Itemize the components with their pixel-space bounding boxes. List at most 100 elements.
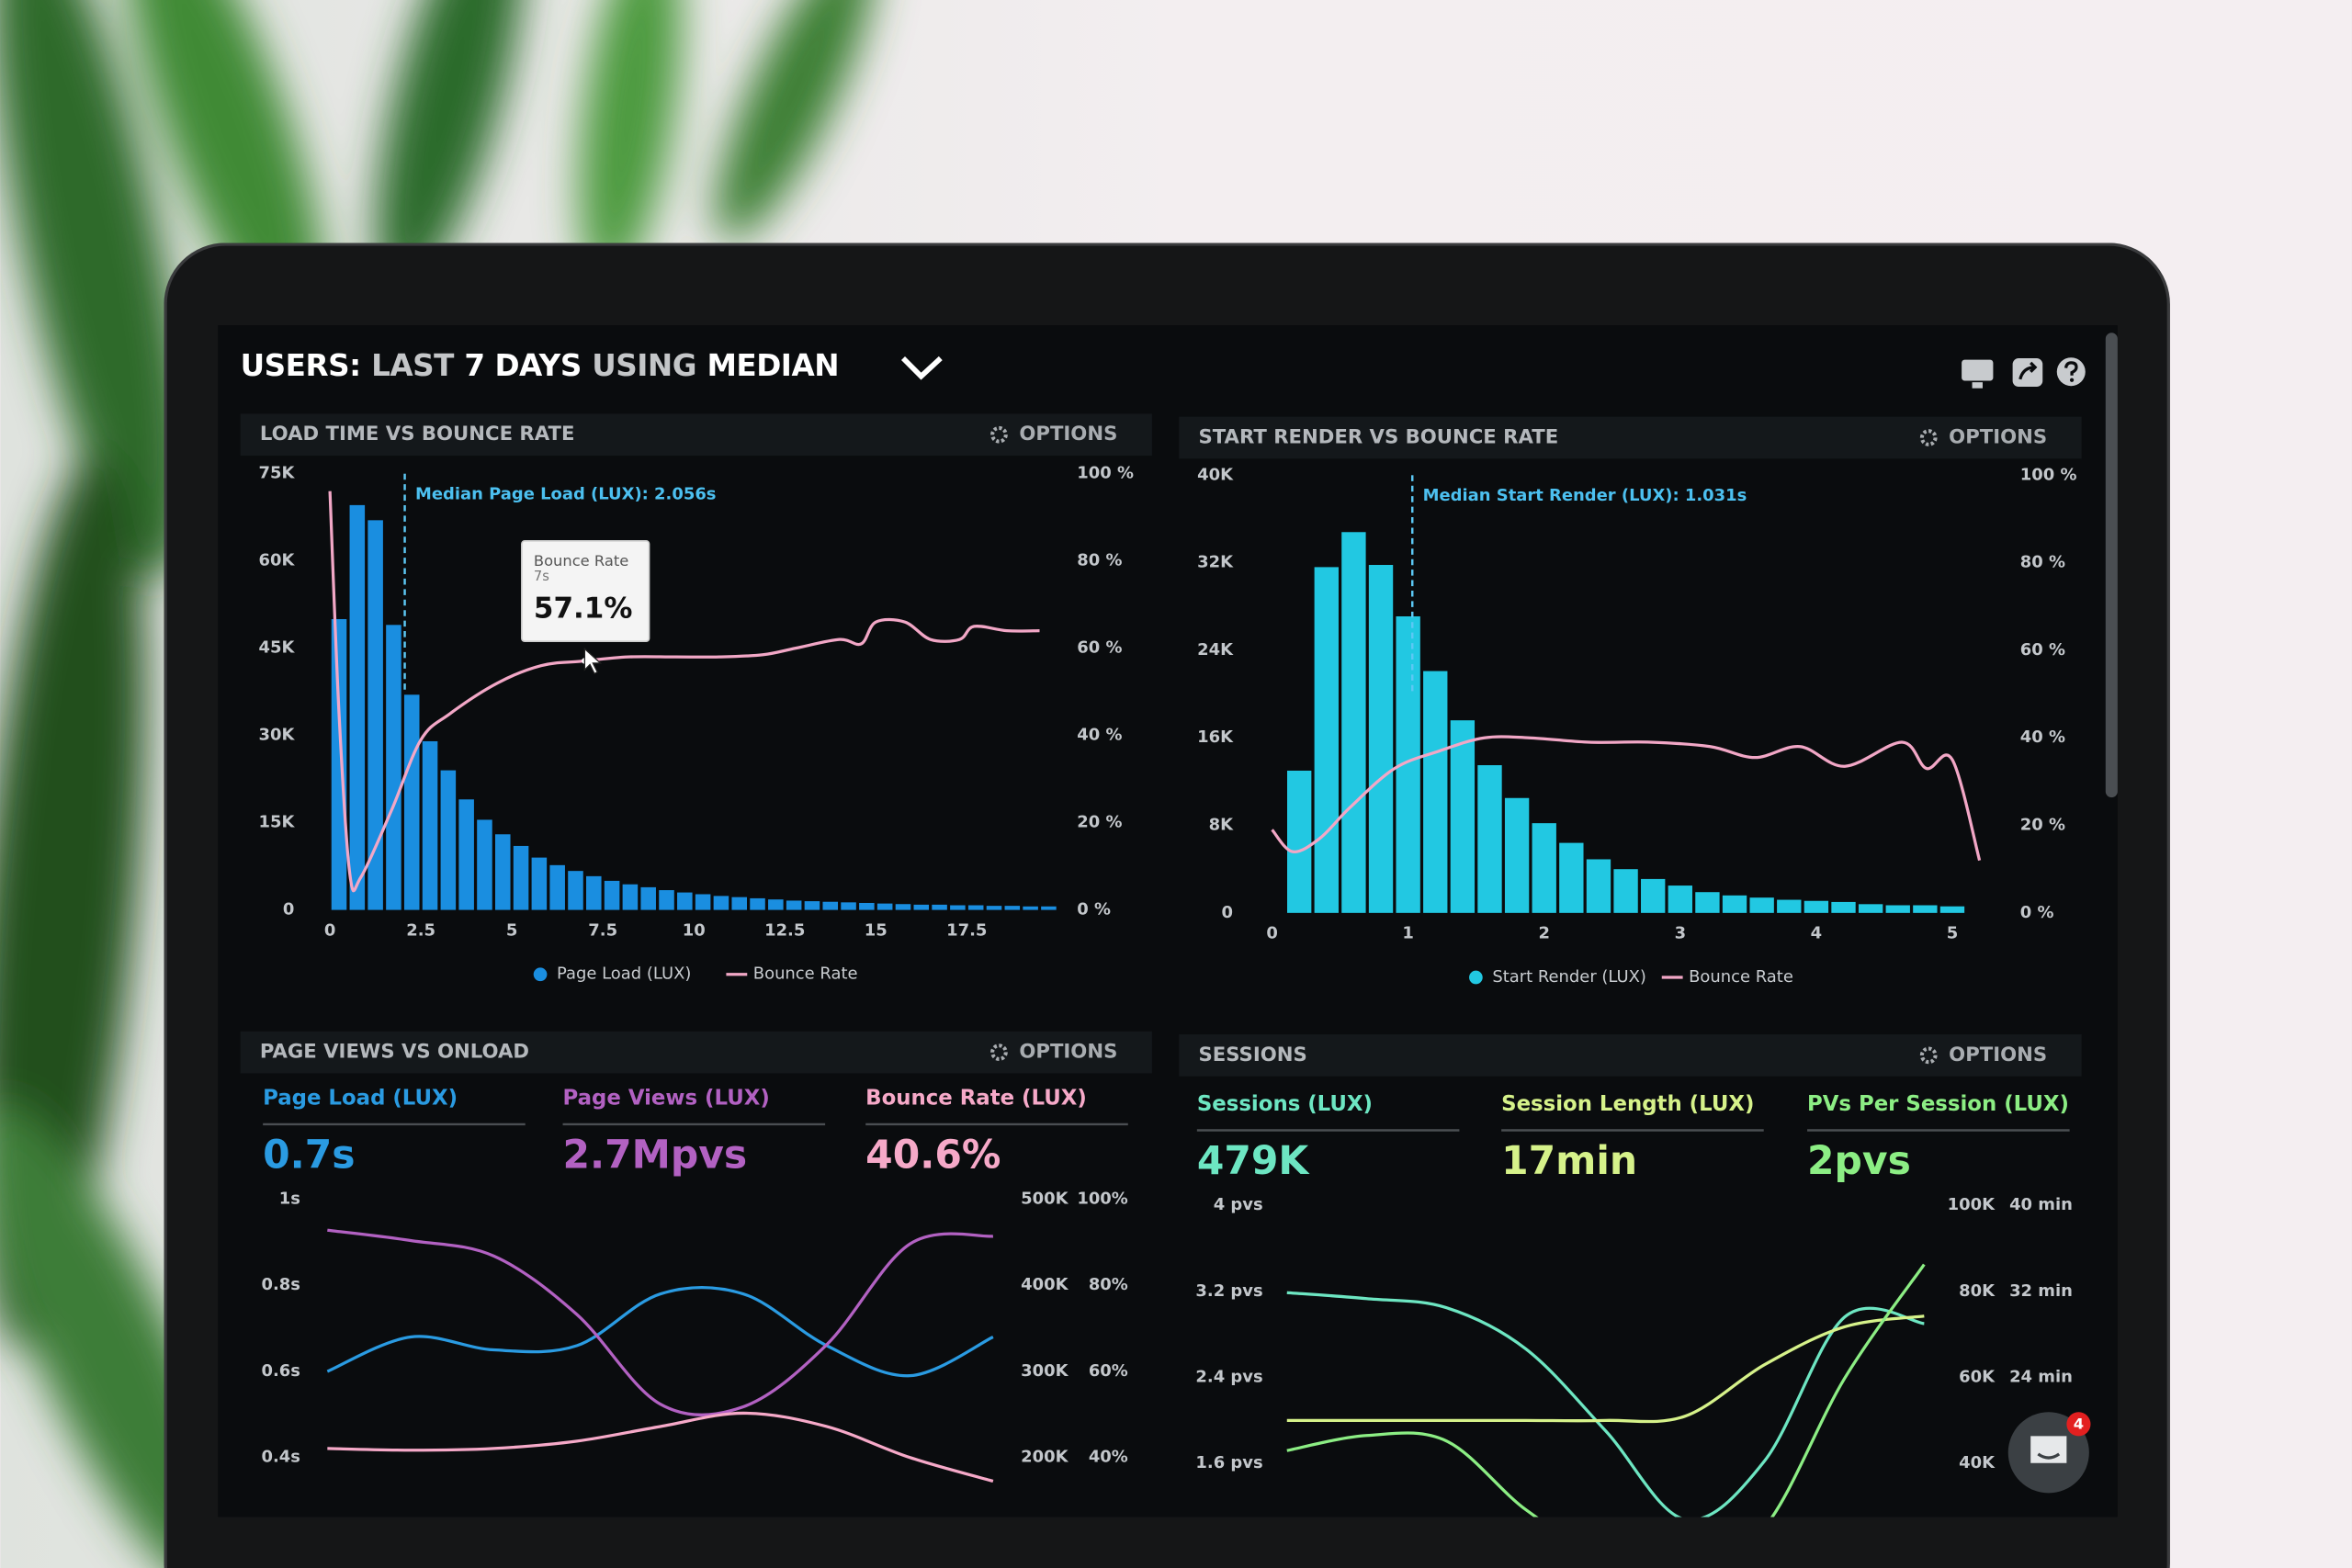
y-tick-label: 60 % (2020, 640, 2065, 660)
kpi-value: 40.6% (865, 1133, 1001, 1178)
histogram-bar (1885, 905, 1910, 913)
kpi-value: 479K (1197, 1139, 1311, 1184)
y-tick-label: 1s (279, 1190, 300, 1209)
histogram-bar (1586, 859, 1611, 913)
series-line (327, 1411, 994, 1483)
histogram-bar (659, 890, 674, 910)
histogram-bar (731, 897, 747, 910)
y-tick-label: 40 min (2009, 1195, 2073, 1214)
y-tick-label: 80% (1089, 1275, 1128, 1294)
y-tick-label: 24K (1197, 640, 1234, 660)
share-icon[interactable] (2012, 358, 2043, 388)
histogram-bar (895, 904, 911, 910)
series-line (328, 491, 1040, 893)
y-tick-label: 32K (1197, 553, 1234, 572)
monitor-icon[interactable] (1962, 359, 1994, 389)
y-tick-label: 1.6 pvs (1195, 1453, 1262, 1472)
kpi-label: Bounce Rate (LUX) (865, 1087, 1087, 1111)
histogram-bar (1613, 869, 1638, 913)
y-tick-label: 40K (1197, 465, 1234, 484)
kpi-label: Sessions (LUX) (1197, 1092, 1373, 1116)
chat-button[interactable]: 4 (2007, 1412, 2091, 1494)
x-tick-label: 7.5 (588, 920, 617, 940)
panel-header (1179, 1034, 2082, 1077)
y-tick-label: 80 % (1077, 551, 1122, 570)
y-tick-label: 0.8s (261, 1275, 300, 1294)
cursor (583, 647, 603, 675)
kpi-label: PVs Per Session (LUX) (1807, 1092, 2069, 1116)
x-tick-label: 17.5 (946, 920, 987, 940)
y-tick-label: 20 % (1077, 813, 1122, 832)
histogram-bar (695, 894, 711, 910)
histogram-bar (876, 903, 893, 910)
legend-marker (533, 967, 548, 982)
histogram-bar (1368, 565, 1394, 913)
y-tick-label: 20 % (2020, 816, 2065, 835)
panel-header (240, 1031, 1152, 1074)
histogram-bar (986, 906, 1002, 910)
y-tick-label: 32 min (2009, 1281, 2073, 1301)
histogram-bar (368, 520, 383, 910)
histogram-bar (804, 901, 820, 910)
kpi-value: 0.7s (263, 1133, 355, 1178)
y-tick-label: 300K (1021, 1361, 1069, 1381)
panel-header (240, 413, 1152, 457)
histogram-bar (494, 834, 511, 910)
histogram-bar (586, 875, 602, 910)
legend-label: Page Load (LUX) (557, 964, 691, 984)
title-part: USERS: (241, 348, 361, 383)
options-label: OPTIONS (1949, 1043, 2047, 1066)
histogram-bar (1423, 671, 1448, 913)
histogram-bar (822, 901, 839, 910)
histogram-bar (1287, 770, 1312, 913)
options-button[interactable]: OPTIONS (990, 1041, 1117, 1064)
series-line (1286, 1263, 1926, 1517)
legend-marker (1469, 970, 1483, 985)
histogram-bar (1559, 842, 1584, 913)
kpi-value: 17min (1501, 1139, 1637, 1184)
y-tick-label: 75K (259, 464, 296, 483)
y-tick-label: 80K (1959, 1281, 1996, 1301)
panel-title: LOAD TIME VS BOUNCE RATE (260, 423, 575, 446)
y-tick-label: 24 min (2009, 1368, 2073, 1387)
panel-header (1179, 416, 2082, 459)
y-tick-label: 16K (1197, 728, 1234, 747)
histogram-bar (1004, 906, 1021, 910)
histogram-bar (640, 886, 656, 910)
legend-label: Bounce Rate (1689, 967, 1793, 987)
tooltip-label: Bounce Rate (534, 552, 628, 570)
histogram-bar (932, 904, 947, 910)
scrollbar[interactable] (2105, 333, 2118, 798)
y-tick-label: 45K (259, 638, 296, 658)
y-tick-label: 0.6s (261, 1361, 300, 1381)
y-tick-label: 40% (1089, 1448, 1128, 1467)
help-icon[interactable] (2056, 357, 2086, 387)
x-tick-label: 1 (1402, 924, 1413, 943)
options-label: OPTIONS (1019, 423, 1117, 446)
kpi-value: 2pvs (1807, 1139, 1911, 1184)
histogram-bar (1477, 765, 1502, 913)
options-label: OPTIONS (1019, 1041, 1117, 1064)
options-button[interactable]: OPTIONS (1919, 426, 2047, 449)
histogram-bar (768, 899, 784, 910)
series-line (1286, 1314, 1925, 1424)
y-tick-label: 40 % (2020, 728, 2065, 747)
y-tick-label: 0 (283, 900, 294, 919)
histogram-bar (841, 902, 856, 910)
y-tick-label: 100 % (1077, 464, 1134, 483)
tooltip-value: 57.1% (534, 592, 633, 625)
gear-icon (1919, 429, 1938, 446)
title-part: MEDIAN (707, 348, 839, 383)
options-button[interactable]: OPTIONS (1919, 1043, 2047, 1066)
options-label: OPTIONS (1949, 426, 2047, 449)
histogram-bar (386, 625, 401, 910)
histogram-bar (1695, 892, 1720, 913)
y-tick-label: 60 % (1077, 638, 1122, 658)
options-button[interactable]: OPTIONS (990, 423, 1117, 446)
series-line (326, 1285, 994, 1378)
series-line (1286, 1291, 1925, 1517)
histogram-bar (750, 897, 765, 910)
x-tick-label: 2 (1538, 924, 1549, 943)
dropdown-chevron[interactable] (900, 355, 943, 380)
